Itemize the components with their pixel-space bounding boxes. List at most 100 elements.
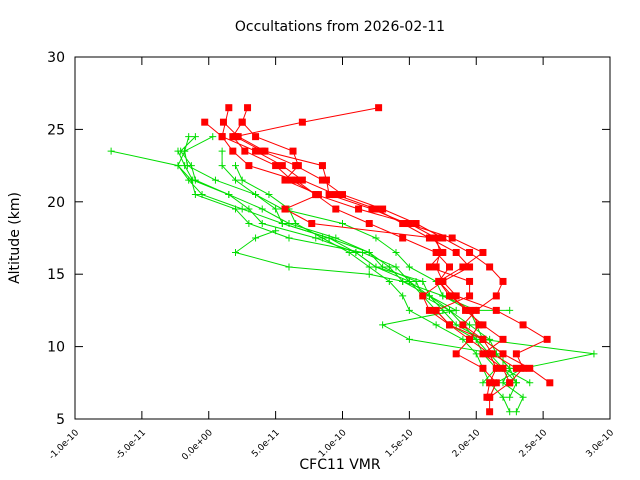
data-point [298, 176, 306, 184]
data-point [339, 220, 346, 228]
data-point [294, 162, 302, 170]
data-point [412, 277, 420, 285]
x-axis-label: CFC11 VMR [299, 457, 381, 473]
data-point [472, 350, 480, 358]
series-line [180, 136, 517, 384]
data-point [272, 227, 280, 235]
data-point [219, 118, 227, 126]
x-tick-label: -5.0e-11 [114, 428, 148, 462]
data-point [285, 234, 293, 242]
x-tick-label: 2.5e-10 [518, 428, 550, 460]
data-point [355, 205, 363, 213]
data-point [252, 234, 260, 242]
data-point [278, 162, 286, 170]
x-tick-label: 3.0e-10 [585, 428, 617, 460]
data-point [499, 393, 507, 401]
data-point [365, 263, 373, 271]
data-point [372, 205, 380, 213]
data-point [399, 292, 407, 300]
data-point [479, 364, 487, 372]
data-point [209, 133, 217, 141]
data-point [365, 220, 373, 228]
data-point [446, 263, 453, 271]
data-point [499, 379, 507, 387]
data-point [318, 176, 326, 184]
series-line [110, 150, 524, 413]
data-point [452, 248, 460, 256]
data-point [187, 176, 195, 184]
data-point [252, 147, 260, 155]
data-point [379, 321, 387, 329]
data-point [281, 176, 289, 184]
data-point [512, 408, 520, 416]
y-tick-label: 10 [47, 340, 65, 356]
y-tick-label: 15 [47, 267, 65, 283]
data-point [466, 248, 474, 256]
data-point [392, 263, 400, 271]
data-point [466, 321, 474, 329]
data-point [181, 147, 189, 155]
data-point [439, 292, 447, 300]
data-point [472, 306, 480, 314]
data-point [499, 364, 507, 372]
data-point [459, 263, 467, 271]
data-point [308, 220, 316, 228]
data-point [107, 147, 115, 155]
data-point [379, 205, 387, 213]
data-point [526, 379, 534, 387]
data-point [435, 277, 443, 285]
data-point [191, 191, 199, 199]
data-point [325, 234, 333, 242]
data-point [419, 277, 427, 285]
data-point [448, 234, 456, 242]
data-point [466, 277, 474, 285]
series-green-8 [232, 227, 514, 314]
data-point [459, 335, 467, 343]
data-point [479, 321, 487, 329]
data-point [314, 191, 322, 199]
data-point [232, 205, 239, 213]
data-point [345, 248, 353, 256]
data-point [191, 133, 199, 141]
data-point [187, 162, 195, 170]
y-axis-label: Altitude (km) [7, 192, 23, 284]
series-line [221, 151, 517, 398]
data-point [332, 191, 340, 199]
x-tick-label: 2.0e-10 [451, 428, 483, 460]
data-point [466, 263, 474, 271]
data-point [238, 118, 246, 126]
data-point [229, 147, 237, 155]
data-point [318, 162, 326, 170]
data-point [201, 118, 209, 126]
data-point [506, 379, 514, 387]
data-point [281, 205, 289, 213]
series-line [177, 136, 531, 384]
data-point [519, 364, 527, 372]
data-point [486, 335, 494, 343]
data-point [174, 162, 182, 170]
data-point [399, 277, 407, 285]
data-point [289, 147, 297, 155]
data-point [506, 408, 514, 416]
data-point [492, 364, 500, 372]
data-point [181, 162, 189, 170]
data-point [365, 248, 373, 256]
data-point [218, 162, 226, 170]
data-point [492, 292, 500, 300]
x-tick-label: 1.5e-10 [384, 428, 416, 460]
data-point [492, 306, 500, 314]
data-point [466, 292, 474, 300]
y-tick-label: 20 [47, 195, 65, 211]
data-point [318, 234, 326, 242]
data-point [452, 292, 460, 300]
data-point [238, 205, 246, 213]
data-point [285, 263, 293, 271]
x-axis: -1.0e-10 -5.0e-11 0.0e+00 5.0e-11 1.0e-10 1.5… [47, 57, 616, 463]
data-point [322, 176, 330, 184]
data-point [365, 270, 373, 278]
data-point [452, 306, 460, 314]
data-point [419, 292, 427, 300]
data-point [412, 220, 420, 228]
data-point [519, 321, 527, 329]
